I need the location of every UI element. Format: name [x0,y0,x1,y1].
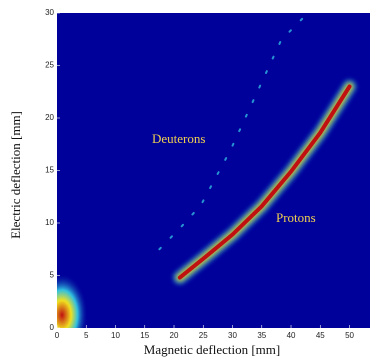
chart: Magnetic deflection [mm] Electric deflec… [0,0,370,360]
page: Magnetic deflection [mm] Electric deflec… [0,0,370,360]
x-tick-label: 5 [84,331,89,340]
annotation: Deuterons [152,131,205,146]
x-tick-label: 10 [111,331,120,340]
y-tick-label: 30 [45,8,54,17]
x-tick-label: 25 [199,331,208,340]
y-axis-label: Electric deflection [mm] [8,111,23,239]
y-tick-label: 20 [45,113,54,122]
x-tick-label: 30 [228,331,237,340]
x-tick-label: 20 [170,331,179,340]
y-tick-label: 25 [45,61,54,70]
origin-blob [36,273,88,357]
x-tick-label: 40 [287,331,296,340]
plot-background [57,13,370,328]
y-tick-label: 5 [50,271,55,280]
x-axis-label: Magnetic deflection [mm] [144,342,280,357]
y-tick-label: 10 [45,218,54,227]
x-tick-label: 35 [257,331,266,340]
x-tick-label: 50 [345,331,354,340]
x-tick-label: 15 [140,331,149,340]
annotation: Protons [276,210,316,225]
x-tick-label: 45 [316,331,325,340]
x-tick-label: 0 [55,331,60,340]
y-tick-label: 15 [45,166,54,175]
y-tick-label: 0 [50,323,55,332]
